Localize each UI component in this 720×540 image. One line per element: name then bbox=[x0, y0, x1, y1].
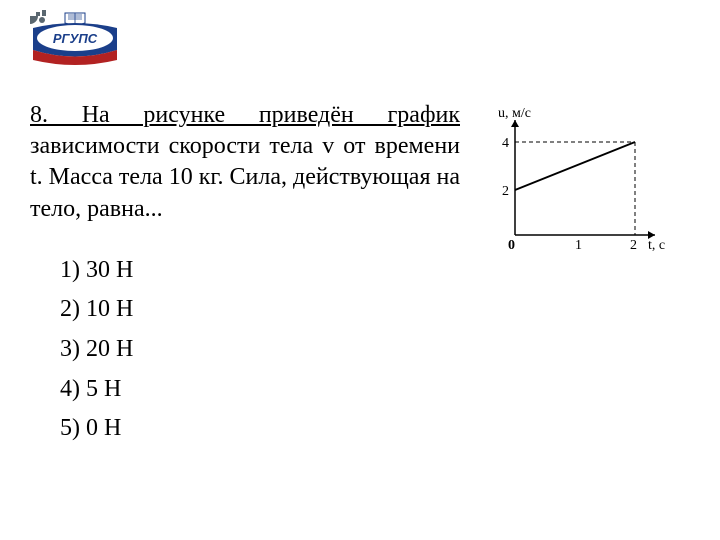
origin-label: 0 bbox=[508, 238, 515, 253]
question-rest: зависимости скорости тела v от времени t… bbox=[30, 133, 460, 221]
option-5: 5) 0 Н bbox=[60, 409, 460, 449]
velocity-chart: u, м/с 0 1 2 t, с 2 4 bbox=[480, 105, 670, 255]
university-logo: РГУПС bbox=[30, 8, 120, 68]
option-2: 2) 10 Н bbox=[60, 290, 460, 330]
x-tick-1: 1 bbox=[575, 238, 582, 253]
option-3: 3) 20 Н bbox=[60, 330, 460, 370]
chart-column: u, м/с 0 1 2 t, с 2 4 bbox=[480, 100, 670, 449]
x-axis-label: t, с bbox=[648, 238, 665, 253]
option-1: 1) 30 Н bbox=[60, 251, 460, 291]
svg-text:РГУПС: РГУПС bbox=[53, 31, 98, 46]
y-tick-2: 2 bbox=[502, 184, 509, 199]
x-tick-2: 2 bbox=[630, 238, 637, 253]
content-area: 8. На рисунке приведён график зависимост… bbox=[30, 100, 690, 449]
y-axis-label: u, м/с bbox=[498, 106, 531, 121]
text-column: 8. На рисунке приведён график зависимост… bbox=[30, 100, 460, 449]
question-text: 8. На рисунке приведён график зависимост… bbox=[30, 100, 460, 225]
answer-options: 1) 30 Н 2) 10 Н 3) 20 Н 4) 5 Н 5) 0 Н bbox=[60, 251, 460, 449]
y-tick-4: 4 bbox=[502, 136, 509, 151]
option-4: 4) 5 Н bbox=[60, 370, 460, 410]
question-first-line: 8. На рисунке приведён график bbox=[30, 102, 460, 128]
